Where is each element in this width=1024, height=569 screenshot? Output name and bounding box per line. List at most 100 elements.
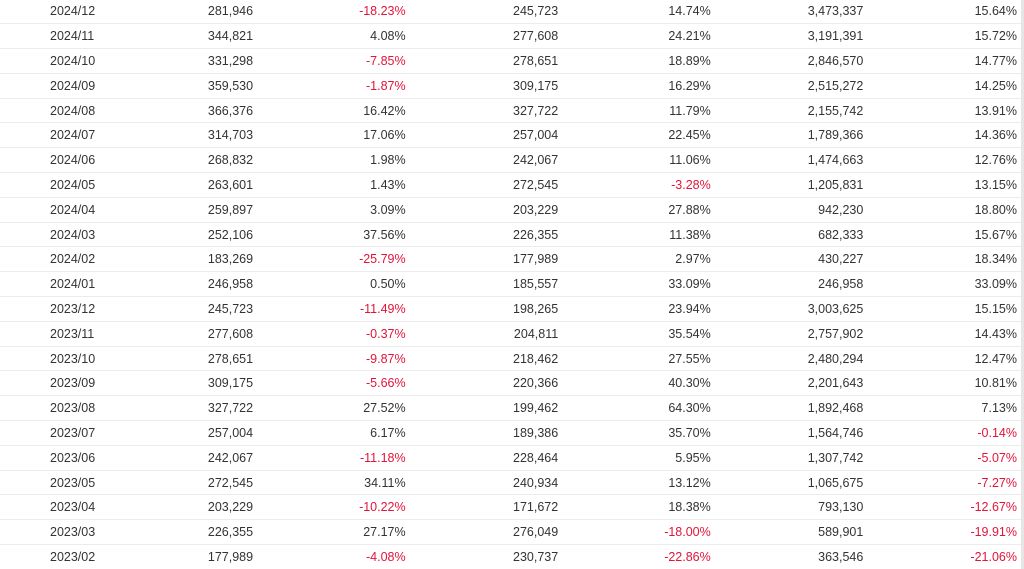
col-b-change-cell: 18.38% (562, 494, 715, 521)
col-c-cell: 1,892,468 (714, 395, 868, 422)
col-a-change-cell: -1.87% (257, 73, 410, 99)
table-row: 2024/04 259,897 3.09% 203,229 27.88% 942,230 1… (0, 197, 1021, 223)
col-a-change-cell: 37.56% (257, 222, 410, 248)
col-b-change-cell: 23.94% (562, 296, 715, 322)
col-c-cell: 1,474,663 (714, 147, 868, 174)
col-c-cell: 2,846,570 (714, 48, 868, 74)
month-cell: 2023/11 (0, 321, 105, 347)
col-b-cell: 220,366 (409, 370, 563, 397)
month-cell: 2024/09 (0, 73, 105, 99)
col-c-change-cell: -0.14% (867, 420, 1021, 446)
col-b-cell: 257,004 (409, 122, 563, 149)
col-a-change-cell: 6.17% (257, 420, 410, 446)
col-c-cell: 3,473,337 (714, 0, 868, 25)
col-b-change-cell: 14.74% (562, 0, 715, 25)
month-cell: 2024/06 (0, 147, 105, 174)
col-a-cell: 245,723 (104, 296, 258, 322)
col-a-change-cell: 4.08% (257, 23, 410, 50)
table-row: 2023/10 278,651 -9.87% 218,462 27.55% 2,480,2… (0, 346, 1021, 372)
col-a-change-cell: -4.08% (257, 544, 410, 569)
col-b-cell: 177,989 (409, 246, 563, 273)
col-c-cell: 942,230 (714, 197, 868, 223)
col-b-change-cell: 11.38% (562, 222, 715, 248)
col-c-cell: 1,789,366 (714, 122, 868, 149)
scrollbar-track[interactable] (1021, 0, 1024, 569)
month-cell: 2023/10 (0, 346, 105, 372)
col-c-change-cell: 15.64% (867, 0, 1021, 25)
col-b-change-cell: 27.55% (562, 346, 715, 372)
table-row: 2023/08 327,722 27.52% 199,462 64.30% 1,892,4… (0, 395, 1021, 422)
col-a-cell: 242,067 (104, 445, 258, 471)
col-a-cell: 246,958 (104, 271, 258, 298)
month-cell: 2023/02 (0, 544, 105, 569)
col-a-change-cell: 1.98% (257, 147, 410, 174)
table-row: 2024/11 344,821 4.08% 277,608 24.21% 3,191,39… (0, 23, 1021, 50)
col-a-change-cell: -5.66% (257, 370, 410, 397)
table-row: 2024/12 281,946 -18.23% 245,723 14.74% 3,473,… (0, 0, 1021, 25)
col-c-change-cell: -5.07% (867, 445, 1021, 471)
col-b-change-cell: 22.45% (562, 122, 715, 149)
col-b-change-cell: 27.88% (562, 197, 715, 223)
col-b-cell: 228,464 (409, 445, 563, 471)
col-b-change-cell: 33.09% (562, 271, 715, 298)
col-c-cell: 1,205,831 (714, 172, 868, 198)
col-a-change-cell: -0.37% (257, 321, 410, 347)
col-a-cell: 277,608 (104, 321, 258, 347)
col-c-cell: 3,191,391 (714, 23, 868, 50)
table-row: 2023/02 177,989 -4.08% 230,737 -22.86% 363,54… (0, 544, 1021, 569)
month-cell: 2024/08 (0, 98, 105, 124)
col-a-cell: 263,601 (104, 172, 258, 198)
col-a-change-cell: -11.49% (257, 296, 410, 322)
col-c-change-cell: 7.13% (867, 395, 1021, 422)
col-a-cell: 281,946 (104, 0, 258, 25)
col-c-cell: 246,958 (714, 271, 868, 298)
col-a-cell: 366,376 (104, 98, 258, 124)
table-row: 2023/03 226,355 27.17% 276,049 -18.00% 589,90… (0, 519, 1021, 546)
col-c-change-cell: 14.77% (867, 48, 1021, 74)
col-b-cell: 198,265 (409, 296, 563, 322)
col-b-change-cell: 35.70% (562, 420, 715, 446)
col-b-change-cell: -22.86% (562, 544, 715, 569)
col-a-cell: 259,897 (104, 197, 258, 223)
col-a-change-cell: -10.22% (257, 494, 410, 521)
col-c-cell: 2,515,272 (714, 73, 868, 99)
col-c-change-cell: 12.76% (867, 147, 1021, 174)
col-b-cell: 278,651 (409, 48, 563, 74)
table-row: 2024/03 252,106 37.56% 226,355 11.38% 682,333… (0, 222, 1021, 248)
table-row: 2023/05 272,545 34.11% 240,934 13.12% 1,065,6… (0, 470, 1021, 496)
col-c-change-cell: -21.06% (867, 544, 1021, 569)
col-b-change-cell: 35.54% (562, 321, 715, 347)
col-b-cell: 185,557 (409, 271, 563, 298)
col-c-change-cell: 14.43% (867, 321, 1021, 347)
col-b-change-cell: -3.28% (562, 172, 715, 198)
col-b-cell: 240,934 (409, 470, 563, 496)
col-c-change-cell: 14.25% (867, 73, 1021, 99)
col-c-cell: 2,757,902 (714, 321, 868, 347)
table-row: 2024/06 268,832 1.98% 242,067 11.06% 1,474,66… (0, 147, 1021, 174)
col-a-cell: 327,722 (104, 395, 258, 422)
table-row: 2023/11 277,608 -0.37% 204,811 35.54% 2,757,9… (0, 321, 1021, 347)
col-a-change-cell: 3.09% (257, 197, 410, 223)
col-a-cell: 344,821 (104, 23, 258, 50)
col-a-change-cell: -18.23% (257, 0, 410, 25)
col-a-cell: 177,989 (104, 544, 258, 569)
col-b-cell: 272,545 (409, 172, 563, 198)
col-b-change-cell: 2.97% (562, 246, 715, 273)
col-c-change-cell: 33.09% (867, 271, 1021, 298)
col-b-change-cell: 18.89% (562, 48, 715, 74)
table-row: 2024/02 183,269 -25.79% 177,989 2.97% 430,227… (0, 246, 1021, 273)
month-cell: 2024/03 (0, 222, 105, 248)
month-cell: 2023/06 (0, 445, 105, 471)
table-row: 2023/09 309,175 -5.66% 220,366 40.30% 2,201,6… (0, 370, 1021, 397)
month-cell: 2023/05 (0, 470, 105, 496)
col-a-change-cell: 17.06% (257, 122, 410, 149)
col-b-change-cell: 40.30% (562, 370, 715, 397)
table-row: 2023/06 242,067 -11.18% 228,464 5.95% 1,307,7… (0, 445, 1021, 471)
table-row: 2024/10 331,298 -7.85% 278,651 18.89% 2,846,5… (0, 48, 1021, 74)
col-a-change-cell: -25.79% (257, 246, 410, 273)
col-a-change-cell: 16.42% (257, 98, 410, 124)
col-b-cell: 171,672 (409, 494, 563, 521)
col-c-change-cell: -12.67% (867, 494, 1021, 521)
col-c-change-cell: 15.15% (867, 296, 1021, 322)
